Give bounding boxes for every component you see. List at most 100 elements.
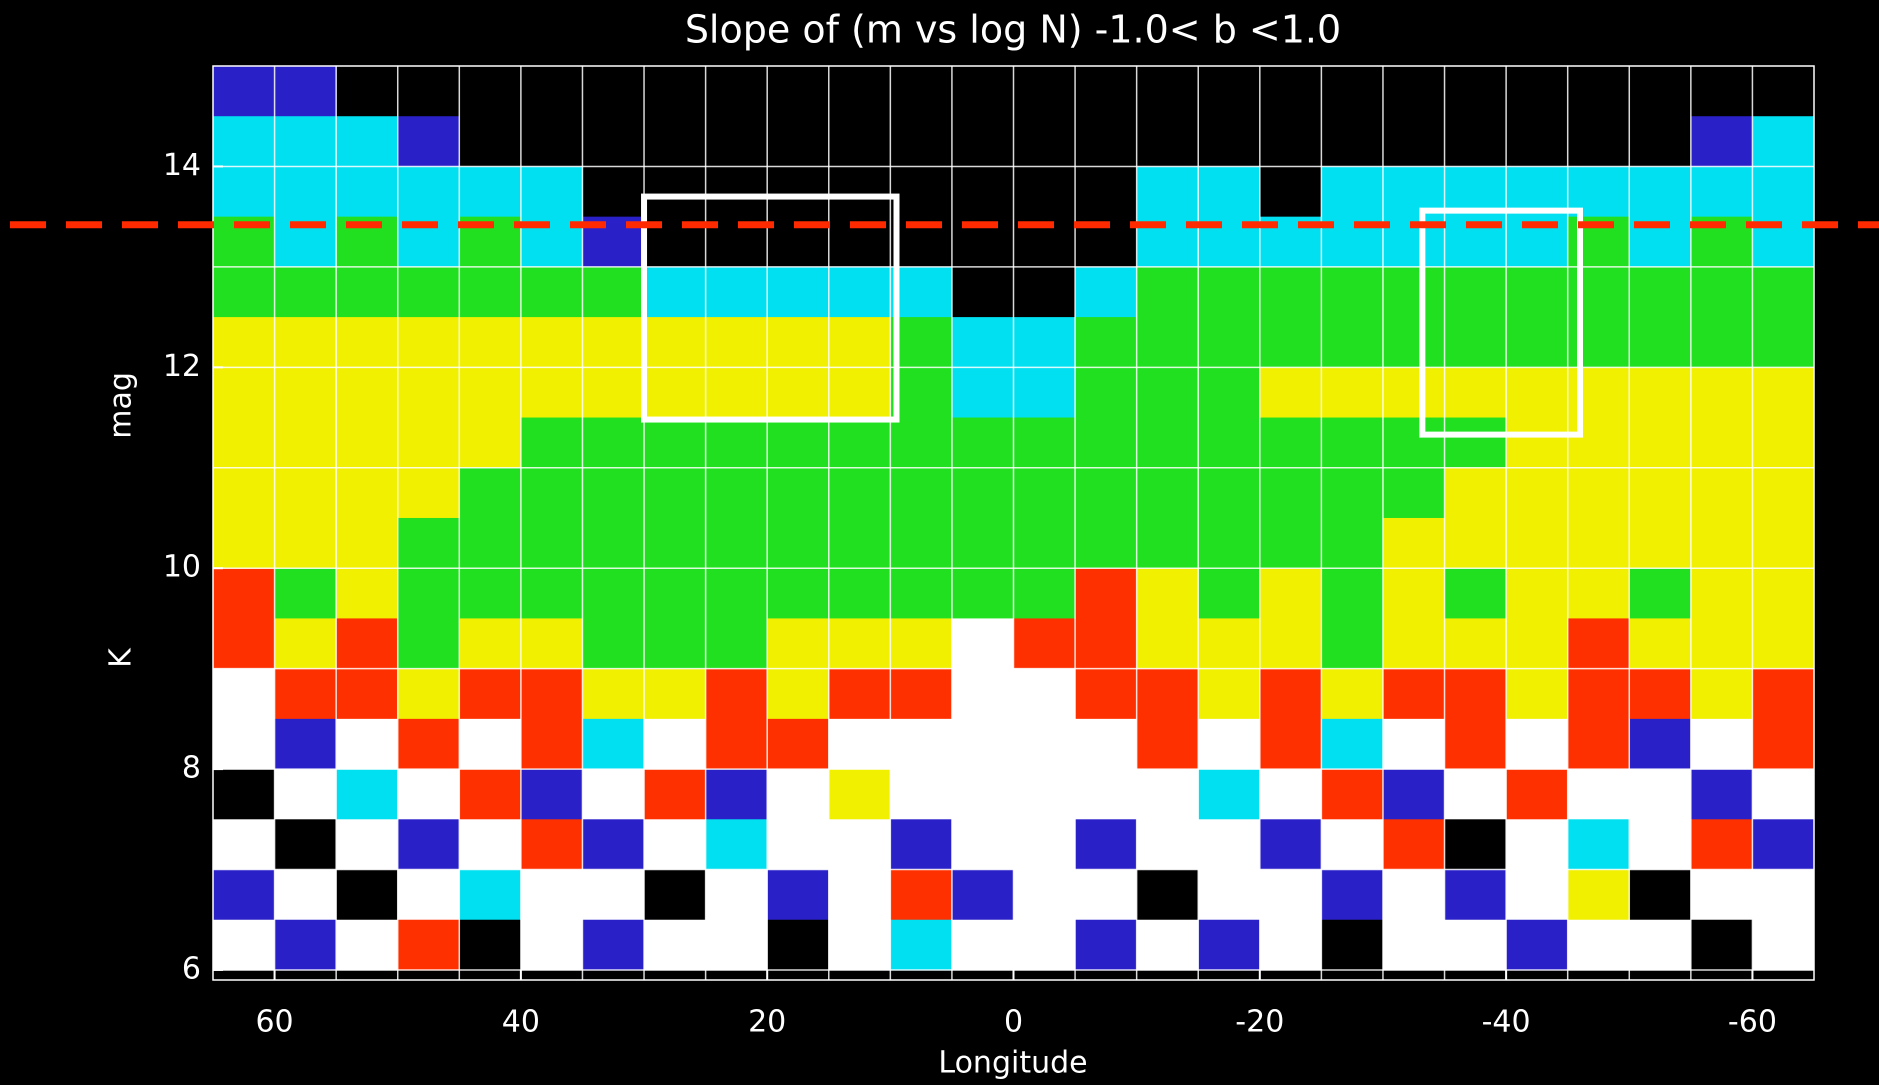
heat-cell bbox=[1382, 668, 1446, 720]
heat-cell bbox=[828, 367, 891, 419]
heat-cell bbox=[582, 467, 645, 519]
heat-cell bbox=[582, 266, 645, 318]
heat-cell bbox=[1013, 367, 1076, 419]
heat-cell bbox=[1382, 568, 1446, 619]
heat-cell bbox=[520, 568, 583, 619]
heat-cell bbox=[1752, 618, 1815, 670]
heat-cell bbox=[520, 769, 583, 820]
heat-cell bbox=[459, 517, 522, 569]
heat-cell bbox=[1690, 668, 1753, 720]
heat-cell bbox=[1444, 568, 1507, 619]
x-axis-label: Longitude bbox=[938, 1046, 1087, 1081]
heat-cell bbox=[705, 367, 768, 419]
heat-cell bbox=[336, 819, 399, 871]
heat-cell bbox=[520, 266, 583, 318]
chart-title: Slope of (m vs log N) -1.0< b <1.0 bbox=[685, 8, 1341, 52]
heat-cell bbox=[644, 417, 707, 469]
heat-cell bbox=[767, 417, 830, 469]
heat-cell bbox=[1444, 668, 1507, 720]
heat-cell bbox=[582, 718, 645, 770]
heat-cell bbox=[1259, 769, 1322, 820]
heat-cell bbox=[951, 769, 1014, 820]
heat-cell bbox=[1075, 718, 1138, 770]
heat-cell bbox=[582, 367, 645, 419]
y-tick-label: 6 bbox=[182, 951, 201, 986]
heat-cell bbox=[274, 467, 337, 519]
heat-cell bbox=[336, 769, 399, 820]
heat-cell bbox=[1136, 919, 1199, 971]
heat-cell bbox=[951, 869, 1014, 921]
heat-cell bbox=[397, 116, 460, 167]
heat-cell bbox=[705, 769, 768, 820]
heat-cell bbox=[1013, 467, 1076, 519]
heat-cell bbox=[397, 568, 460, 619]
heat-cell bbox=[1506, 266, 1569, 318]
heat-cell bbox=[336, 417, 399, 469]
heat-cell bbox=[1567, 919, 1630, 971]
heat-cell bbox=[1321, 166, 1384, 218]
heat-cell bbox=[213, 266, 276, 318]
heat-cell bbox=[1013, 317, 1076, 368]
x-tick-label: 20 bbox=[748, 1005, 786, 1040]
heat-cell bbox=[1382, 618, 1446, 670]
heat-cell bbox=[336, 869, 399, 921]
heat-cell bbox=[644, 568, 707, 619]
heat-cell bbox=[1013, 718, 1076, 770]
heat-cell bbox=[1444, 869, 1507, 921]
heat-cell bbox=[767, 769, 830, 820]
heat-cell bbox=[890, 568, 953, 619]
heat-cell bbox=[1690, 568, 1753, 619]
heat-cell bbox=[336, 467, 399, 519]
heat-cell bbox=[520, 367, 583, 419]
heat-cell bbox=[828, 718, 891, 770]
heat-cell bbox=[828, 417, 891, 469]
heat-cell bbox=[1259, 467, 1322, 519]
heat-cell bbox=[1382, 266, 1446, 318]
heat-cell bbox=[828, 618, 891, 670]
heat-cell bbox=[397, 769, 460, 820]
heat-cell bbox=[1075, 618, 1138, 670]
heat-cell bbox=[336, 618, 399, 670]
heat-cell bbox=[767, 517, 830, 569]
heat-cell bbox=[582, 317, 645, 368]
heat-cell bbox=[213, 367, 276, 419]
heat-cell bbox=[1013, 668, 1076, 720]
heat-cell bbox=[520, 467, 583, 519]
heat-cell bbox=[1506, 819, 1569, 871]
heat-cell bbox=[890, 668, 953, 720]
heat-cell bbox=[705, 266, 768, 318]
heat-cell bbox=[1752, 116, 1815, 167]
heat-cell bbox=[1013, 919, 1076, 971]
heat-cell bbox=[1259, 417, 1322, 469]
heat-cell bbox=[1198, 869, 1261, 921]
heat-cell bbox=[644, 718, 707, 770]
heat-cell bbox=[1506, 919, 1569, 971]
heat-cell bbox=[1752, 266, 1815, 318]
heat-cell bbox=[582, 618, 645, 670]
heat-cell bbox=[1259, 517, 1322, 569]
heat-cell bbox=[1075, 919, 1138, 971]
heat-cell bbox=[213, 869, 276, 921]
heat-cell bbox=[1321, 618, 1384, 670]
heat-cell bbox=[1136, 317, 1199, 368]
heat-cell bbox=[1444, 266, 1507, 318]
heat-cell bbox=[1075, 869, 1138, 921]
heat-cell bbox=[1690, 317, 1753, 368]
heat-cell bbox=[582, 919, 645, 971]
heat-cell bbox=[644, 467, 707, 519]
heat-cell bbox=[1198, 618, 1261, 670]
heat-cell bbox=[705, 517, 768, 569]
heat-cell bbox=[582, 417, 645, 469]
heat-cell bbox=[705, 618, 768, 670]
heat-cell bbox=[1567, 266, 1630, 318]
heat-cell bbox=[1629, 367, 1692, 419]
heat-cell bbox=[1506, 568, 1569, 619]
heat-cell bbox=[1198, 919, 1261, 971]
heat-cell bbox=[520, 317, 583, 368]
heat-cell bbox=[767, 266, 830, 318]
heat-cell bbox=[767, 467, 830, 519]
heat-cell bbox=[1567, 618, 1630, 670]
heat-cell bbox=[459, 417, 522, 469]
heat-cell bbox=[274, 66, 337, 117]
heat-cell bbox=[644, 919, 707, 971]
